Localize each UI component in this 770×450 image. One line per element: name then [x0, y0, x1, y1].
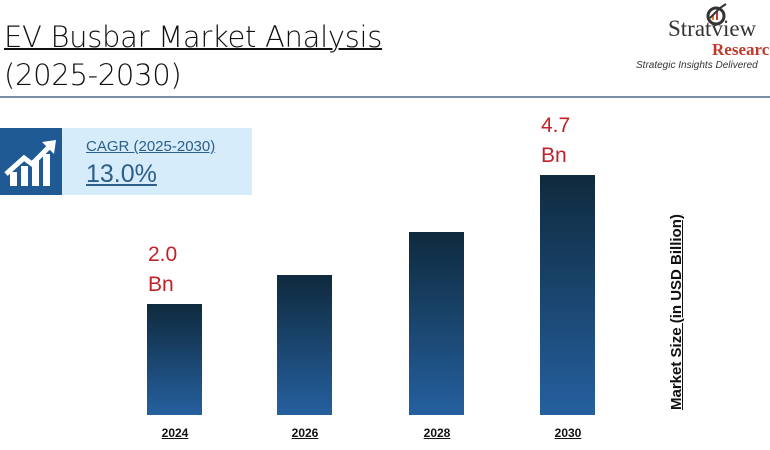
bar-2030 — [540, 175, 595, 415]
cagr-value: 13.0% — [86, 160, 157, 188]
stratview-logo: Stratview Research — [660, 2, 770, 68]
divider — [0, 96, 770, 98]
bar-2028 — [409, 232, 464, 415]
growth-chart-icon — [0, 128, 62, 195]
logo-sub: Research — [712, 40, 770, 59]
chart-title: EV Busbar Market Analysis (2025-2030) — [4, 18, 382, 94]
x-tick-label: 2030 — [554, 426, 582, 440]
cagr-box: CAGR (2025-2030) 13.0% — [0, 128, 252, 195]
y-axis-label: Market Size (in USD Billion) — [668, 214, 685, 410]
title-line-1: EV Busbar Market Analysis — [4, 20, 383, 54]
x-tick-label: 2026 — [291, 426, 319, 440]
logo-name: Stratview — [668, 16, 757, 41]
data-label: 2.0 Bn — [148, 243, 178, 296]
logo-magnifier-icon — [706, 3, 727, 26]
x-tick-label: 2028 — [423, 426, 451, 440]
bar-2024 — [147, 304, 202, 415]
logo-tagline: Strategic Insights Delivered — [636, 60, 758, 71]
cagr-label: CAGR (2025-2030) — [86, 138, 216, 155]
data-label: 4.7 Bn — [541, 114, 571, 167]
x-tick-label: 2024 — [161, 426, 189, 440]
bar-2026 — [277, 275, 332, 415]
title-line-2: (2025-2030) — [4, 58, 182, 92]
